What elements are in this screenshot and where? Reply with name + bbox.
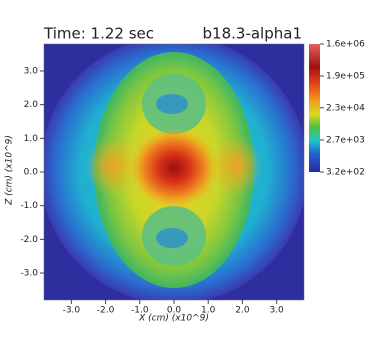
colorbar-tick-label: 2.7e+03	[326, 135, 365, 145]
y-tick-label: 3.0	[24, 66, 39, 76]
y-tick-label: -2.0	[20, 235, 38, 245]
x-tick-label: -1.0	[131, 306, 149, 316]
colorbar-tick-label: 1.9e+05	[326, 72, 365, 82]
x-tick-label: 1.0	[201, 306, 216, 316]
x-tick-label: 2.0	[235, 306, 250, 316]
chart-title: Time: 1.22 sec	[43, 25, 154, 43]
heatmap-field	[44, 44, 304, 300]
x-tick-label: -2.0	[97, 306, 115, 316]
y-tick-label: -3.0	[20, 269, 38, 279]
colorbar	[309, 44, 320, 172]
y-tick-label: 2.0	[24, 100, 39, 110]
colorbar-tick-label: 1.6e+06	[326, 40, 365, 50]
colorbar-tick-label: 3.2e+02	[326, 168, 365, 178]
y-tick-label: 0.0	[24, 168, 39, 178]
x-tick-label: -3.0	[63, 306, 81, 316]
y-axis-label: Z (cm) (x10^9)	[5, 135, 15, 206]
colorbar-tick-label: 2.3e+04	[326, 103, 365, 113]
x-tick-label: 0.0	[167, 306, 182, 316]
run-label: b18.3-alpha1	[203, 25, 302, 43]
y-tick-label: 1.0	[24, 134, 39, 144]
x-tick-label: 3.0	[269, 306, 284, 316]
y-tick-label: -1.0	[20, 201, 38, 211]
x-axis-label: X (cm) (x10^9)	[138, 314, 209, 324]
